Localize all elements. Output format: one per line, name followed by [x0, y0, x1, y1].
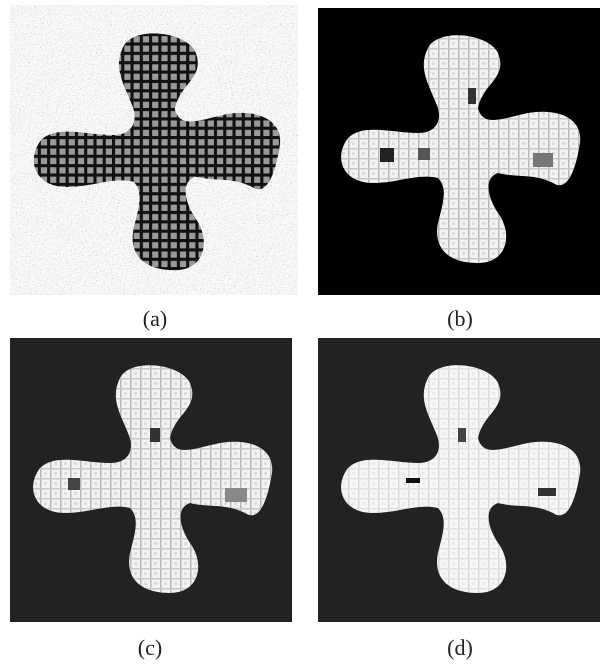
caption: (b) [447, 306, 473, 331]
caption: (c) [138, 635, 162, 660]
panel-c [10, 338, 292, 622]
panel-d [318, 338, 600, 622]
panel-b [318, 8, 600, 295]
caption: (a) [143, 306, 167, 331]
panel-a [10, 5, 298, 295]
figure: (a) (b) (c) (d) [0, 0, 607, 664]
caption: (d) [447, 635, 473, 660]
